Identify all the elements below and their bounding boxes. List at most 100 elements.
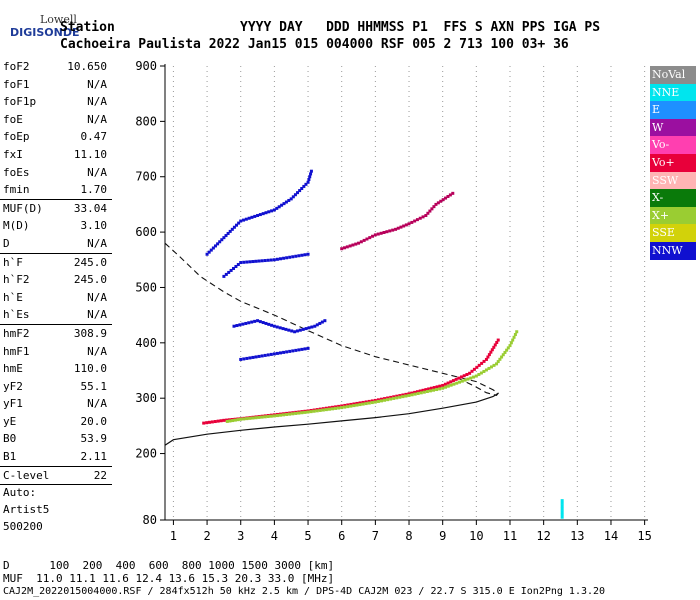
trace-point [337,404,341,408]
trace-point [277,205,281,209]
trace-point [267,210,271,214]
param-value: 110.0 [73,362,107,376]
trace-point [318,408,322,412]
legend-item: E [650,101,696,119]
y-tick-label: 200 [135,447,157,461]
dashed-curve [164,242,499,397]
trace-point [285,350,289,354]
trace-point [364,402,368,406]
trace-point [291,255,295,259]
trace-point [348,244,352,248]
param-value: N/A [87,344,107,358]
trace-marker [560,499,564,519]
trace-point [398,395,402,399]
trace-point [279,257,283,261]
trace-point [503,350,507,354]
param-separator [0,484,112,486]
param-value: 2.11 [80,450,108,464]
param-row: foF1p N/A [0,93,112,111]
param-label: foF2 [3,60,30,73]
trace-point [300,253,304,257]
trace-point [248,416,252,420]
trace-point [239,417,243,421]
trace-point [334,405,338,409]
trace-point [304,182,308,186]
trace-point [282,350,286,354]
trace-point [251,355,255,359]
trace-point [222,274,226,278]
trace-point [477,363,481,367]
param-row: hmF2 308.9 [0,325,112,343]
param-value: 0.47 [80,130,108,144]
trace-point [284,327,288,331]
trace-point [392,395,396,399]
trace-point [477,373,481,377]
trace-point [351,243,355,247]
param-label: B0 [3,432,17,446]
trace-point [407,393,411,397]
x-tick-label: 5 [304,529,311,543]
trace-point [228,419,232,423]
trace-point [430,207,434,211]
trace-point [410,220,414,224]
trace-point [295,329,299,333]
y-tick-label: 800 [135,114,157,128]
trace-x-trace-f2 [225,330,519,423]
trace-point [379,231,383,235]
trace-point [321,408,325,412]
param-row: B1 2.11 [0,448,112,466]
trace-point [463,378,467,382]
footer-distance-row: D 100 200 400 600 800 1000 1500 3000 [km… [3,559,335,572]
trace-point [496,338,500,342]
trace-point [383,397,387,401]
trace-point [482,369,486,373]
param-row: M(D) 3.10 [0,217,112,235]
trace-point [297,348,301,352]
trace-point [232,324,236,328]
trace-point [492,363,496,367]
trace-point [365,237,369,241]
trace-point [513,333,517,337]
trace-point [404,394,408,398]
param-value: 11.10 [73,147,107,161]
trace-o-trace-f2 [202,338,500,425]
trace-point [275,325,279,329]
trace-point [236,418,240,422]
trace-point [560,507,564,511]
param-label: h`E [3,290,23,304]
trace-point [256,319,260,323]
trace-point [358,403,362,407]
trace-point [352,402,356,406]
trace-point [401,395,405,399]
trace-point [245,417,249,421]
param-value: 10.650 [67,60,107,73]
x-tick-label: 4 [271,529,278,543]
trace-point [291,412,295,416]
param-row: hmF1 N/A [0,343,112,361]
trace-point [506,346,510,350]
profile-curve [164,392,499,446]
trace-point [253,214,257,218]
param-label: h`F2 [3,273,30,287]
trace-point [272,324,276,328]
trace-point [505,348,509,352]
trace-point [222,418,226,422]
trace-point [300,186,304,190]
trace-point [237,221,241,225]
trace-point [428,389,432,393]
trace-point [560,512,564,516]
axes: 1 2 3 4 5 6 7 8 9 10 11 12 13 14 158020030040050060070… [135,59,652,543]
trace-point [386,398,390,402]
trace-point [258,213,262,217]
trace-point [294,411,298,415]
trace-point [395,396,399,400]
trace-point [288,412,292,416]
legend-item: SSW [650,171,696,190]
param-value: 245.0 [73,255,107,269]
trace-point [294,348,298,352]
trace-point [294,254,298,258]
trace-point [211,246,215,250]
trace-point [427,387,431,391]
param-row: yE 20.0 [0,413,112,431]
param-row: MUF(D) 33.04 [0,200,112,218]
